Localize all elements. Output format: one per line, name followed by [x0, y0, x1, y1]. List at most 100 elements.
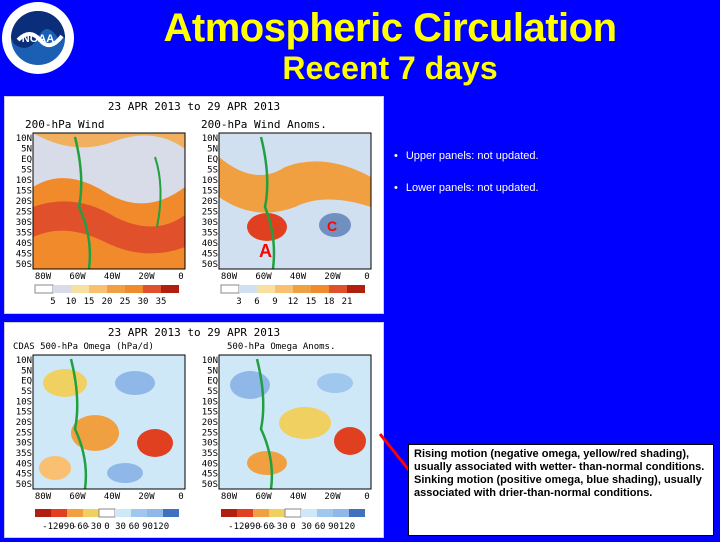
note-rising-motion: Rising motion (negative omega, yellow/re… — [414, 448, 705, 473]
colorbar-label: 18 — [324, 297, 335, 307]
colorbar-label: 0 — [104, 522, 109, 532]
lat-label: 10S — [202, 176, 218, 186]
colorbar-label: -90 — [58, 522, 74, 532]
upper-right-colorbar — [220, 284, 365, 294]
noaa-logo-text: NOAA — [22, 33, 54, 45]
lower-omega-panel: 23 APR 2013 to 29 APR 2013 CDAS 500-hPa … — [4, 322, 384, 538]
lower-left-lon-labels: 80W 60W 40W 20W 0 — [35, 492, 184, 502]
colorbar-label: 15 — [84, 297, 95, 307]
lat-label: 40S — [202, 459, 218, 469]
upper-left-map — [32, 132, 186, 270]
lower-date-range: 23 APR 2013 to 29 APR 2013 — [108, 326, 280, 339]
lat-label: 15S — [16, 187, 32, 197]
lat-label: EQ — [207, 155, 218, 165]
note-sinking-motion: Sinking motion (positive omega, blue sha… — [414, 474, 702, 499]
lon-label: 0 — [364, 492, 369, 502]
colorbar-label: -120 — [42, 522, 64, 532]
colorbar-label: -90 — [244, 522, 260, 532]
colorbar-label: 21 — [342, 297, 353, 307]
colorbar-label: 60 — [129, 522, 140, 532]
pointer-arrow — [378, 433, 414, 475]
lat-label: 5N — [21, 366, 32, 376]
lon-label: 40W — [104, 272, 121, 282]
lon-label: 60W — [255, 272, 272, 282]
upper-right-title: 200-hPa Wind Anoms. — [201, 118, 327, 131]
omega-explanation-note: Rising motion (negative omega, yellow/re… — [408, 444, 714, 536]
cyclone-marker: C — [327, 218, 337, 234]
colorbar-label: 120 — [339, 522, 355, 532]
upper-date-range: 23 APR 2013 to 29 APR 2013 — [108, 100, 280, 113]
lon-label: 60W — [69, 272, 86, 282]
lat-label: 10N — [202, 134, 218, 144]
lat-label: 30S — [202, 218, 218, 228]
lat-label: 50S — [202, 260, 218, 270]
colorbar-label: 60 — [315, 522, 326, 532]
lat-label: 40S — [16, 459, 32, 469]
upper-left-title: 200-hPa Wind — [25, 118, 104, 131]
colorbar-label: 35 — [156, 297, 167, 307]
lower-left-title: CDAS 500-hPa Omega (hPa/d) — [13, 342, 154, 352]
lat-label: EQ — [207, 377, 218, 387]
colorbar-label: 30 — [301, 522, 312, 532]
lat-label: 10N — [16, 134, 32, 144]
lon-label: 0 — [364, 272, 369, 282]
lat-label: EQ — [21, 155, 32, 165]
lon-label: 20W — [138, 492, 155, 502]
lat-label: 40S — [16, 239, 32, 249]
lat-label: 5S — [21, 166, 32, 176]
lon-label: 0 — [178, 272, 183, 282]
lower-right-map — [218, 354, 372, 490]
lat-label: 50S — [16, 480, 32, 490]
lat-label: 5S — [207, 387, 218, 397]
page-subtitle: Recent 7 days — [282, 50, 498, 86]
upper-left-lon-labels: 80W 60W 40W 20W 0 — [35, 272, 184, 282]
lon-label: 80W — [221, 492, 238, 502]
colorbar-label: 5 — [50, 297, 55, 307]
lat-label: 10N — [202, 356, 218, 366]
lat-label: 10S — [16, 176, 32, 186]
status-item-upper: Upper panels: not updated. — [394, 150, 714, 162]
lat-label: 5N — [21, 145, 32, 155]
colorbar-label: -30 — [271, 522, 287, 532]
upper-right-lon-labels: 80W 60W 40W 20W 0 — [221, 272, 370, 282]
colorbar-label: -30 — [85, 522, 101, 532]
colorbar-label: 90 — [328, 522, 339, 532]
lat-label: 20S — [16, 197, 32, 207]
lower-left-colorbar-labels: -120-90-60-30 0 30 60 90 120 — [42, 522, 169, 532]
colorbar-label: 20 — [102, 297, 113, 307]
colorbar-label: 25 — [120, 297, 131, 307]
lower-right-colorbar-labels: -120-90-60-30 0 30 60 90 120 — [228, 522, 355, 532]
noaa-logo: NOAA — [0, 0, 76, 76]
colorbar-label: 6 — [254, 297, 259, 307]
status-item-lower: Lower panels: not updated. — [394, 182, 714, 194]
lower-right-colorbar — [221, 508, 365, 518]
colorbar-label: 12 — [288, 297, 299, 307]
page-title: Atmospheric Circulation — [163, 6, 617, 50]
lat-label: 30S — [202, 439, 218, 449]
lon-label: 20W — [138, 272, 155, 282]
lat-label: 45S — [16, 250, 32, 260]
colorbar-label: 30 — [138, 297, 149, 307]
lat-label: 35S — [202, 229, 218, 239]
lat-label: 40S — [202, 239, 218, 249]
upper-left-colorbar — [34, 284, 179, 294]
upper-right-map: A C — [218, 132, 372, 270]
upper-wind-panel: 23 APR 2013 to 29 APR 2013 200-hPa Wind … — [4, 96, 384, 314]
lon-label: 40W — [290, 272, 307, 282]
lon-label: 80W — [35, 492, 52, 502]
lon-label: 80W — [221, 272, 238, 282]
lat-label: 35S — [202, 449, 218, 459]
lat-label: 5N — [207, 145, 218, 155]
lat-label: 45S — [202, 250, 218, 260]
lat-label: 20S — [16, 418, 32, 428]
colorbar-label: 30 — [115, 522, 126, 532]
lat-label: 10N — [16, 356, 32, 366]
lon-label: 60W — [255, 492, 272, 502]
lat-label: 25S — [16, 428, 32, 438]
lon-label: 80W — [35, 272, 52, 282]
lon-label: 60W — [69, 492, 86, 502]
colorbar-label: 90 — [142, 522, 153, 532]
lat-label: 50S — [16, 260, 32, 270]
lat-label: 15S — [16, 408, 32, 418]
